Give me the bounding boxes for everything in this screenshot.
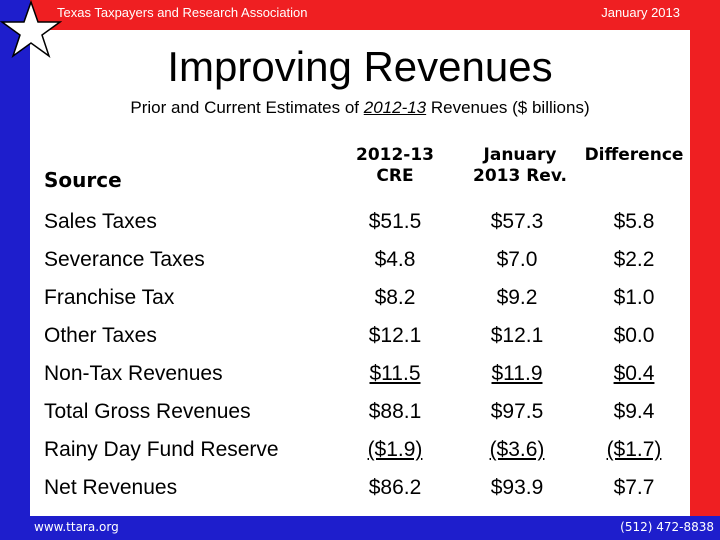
page-subtitle: Prior and Current Estimates of 2012-13 R… bbox=[0, 98, 720, 118]
footer-website: www.ttara.org bbox=[34, 520, 119, 534]
column-header-cre-line2: CRE bbox=[376, 166, 414, 186]
row-difference-value: $5.8 bbox=[613, 210, 655, 233]
row-difference-value: $7.7 bbox=[613, 476, 655, 499]
row-source: Total Gross Revenues bbox=[44, 400, 251, 423]
star-icon bbox=[0, 0, 62, 58]
row-revised-value: $93.9 bbox=[490, 476, 544, 499]
table-row: Severance Taxes $4.8 $7.0 $2.2 bbox=[0, 248, 720, 286]
row-source: Non-Tax Revenues bbox=[44, 362, 223, 385]
row-cre-value: $8.2 bbox=[374, 286, 416, 309]
row-revised-value: $7.0 bbox=[496, 248, 538, 271]
row-source: Franchise Tax bbox=[44, 286, 175, 309]
row-difference-value: $1.0 bbox=[613, 286, 655, 309]
flag-blue-band bbox=[0, 0, 30, 540]
subtitle-emphasis: 2012-13 bbox=[363, 98, 427, 117]
row-revised-value: ($3.6) bbox=[489, 438, 545, 461]
row-revised-value: $12.1 bbox=[490, 324, 544, 347]
row-revised-value: $97.5 bbox=[490, 400, 544, 423]
organization-name: Texas Taxpayers and Research Association bbox=[57, 5, 308, 20]
column-header-revised-line1: January bbox=[483, 145, 557, 165]
row-cre-value: $88.1 bbox=[368, 400, 422, 423]
flag-red-top-band bbox=[30, 0, 720, 30]
row-difference-value: $2.2 bbox=[613, 248, 655, 271]
row-cre-value: $11.5 bbox=[369, 362, 421, 385]
footer-phone: (512) 472-8838 bbox=[620, 520, 714, 534]
table-row: Other Taxes $12.1 $12.1 $0.0 bbox=[0, 324, 720, 362]
subtitle-before: Prior and Current Estimates of bbox=[130, 98, 364, 117]
column-header-revised: January 2013 Rev. bbox=[460, 145, 580, 187]
footer-bar bbox=[0, 516, 720, 540]
subtitle-after: Revenues ($ billions) bbox=[426, 98, 590, 117]
row-cre-value: ($1.9) bbox=[367, 438, 423, 461]
table-row: Rainy Day Fund Reserve ($1.9) ($3.6) ($1… bbox=[0, 438, 720, 476]
table-row: Franchise Tax $8.2 $9.2 $1.0 bbox=[0, 286, 720, 324]
row-source: Severance Taxes bbox=[44, 248, 205, 271]
header-date: January 2013 bbox=[601, 5, 680, 20]
row-difference-value: ($1.7) bbox=[606, 438, 662, 461]
column-header-source: Source bbox=[44, 168, 122, 192]
column-header-revised-line2: 2013 Rev. bbox=[472, 166, 567, 186]
table-row: Non-Tax Revenues $11.5 $11.9 $0.4 bbox=[0, 362, 720, 400]
row-revised-value: $57.3 bbox=[490, 210, 544, 233]
row-revised-value: $11.9 bbox=[491, 362, 543, 385]
row-difference-value: $9.4 bbox=[613, 400, 655, 423]
row-difference-value: $0.4 bbox=[613, 362, 655, 385]
row-revised-value: $9.2 bbox=[496, 286, 538, 309]
page-title: Improving Revenues bbox=[167, 43, 553, 90]
row-cre-value: $86.2 bbox=[368, 476, 422, 499]
flag-red-right-band bbox=[690, 0, 720, 540]
table-row: Net Revenues $86.2 $93.9 $7.7 bbox=[0, 476, 720, 514]
row-source: Other Taxes bbox=[44, 324, 157, 347]
column-header-cre-line1: 2012-13 bbox=[355, 145, 435, 165]
column-header-difference: Difference bbox=[584, 145, 684, 165]
row-source: Net Revenues bbox=[44, 476, 178, 499]
row-cre-value: $4.8 bbox=[374, 248, 416, 271]
row-cre-value: $12.1 bbox=[368, 324, 422, 347]
row-difference-value: $0.0 bbox=[613, 324, 655, 347]
row-source: Sales Taxes bbox=[44, 210, 157, 233]
column-header-cre: 2012-13 CRE bbox=[350, 145, 440, 187]
row-cre-value: $51.5 bbox=[368, 210, 422, 233]
table-row: Total Gross Revenues $88.1 $97.5 $9.4 bbox=[0, 400, 720, 438]
row-source: Rainy Day Fund Reserve bbox=[44, 438, 279, 461]
table-row: Sales Taxes $51.5 $57.3 $5.8 bbox=[0, 210, 720, 248]
